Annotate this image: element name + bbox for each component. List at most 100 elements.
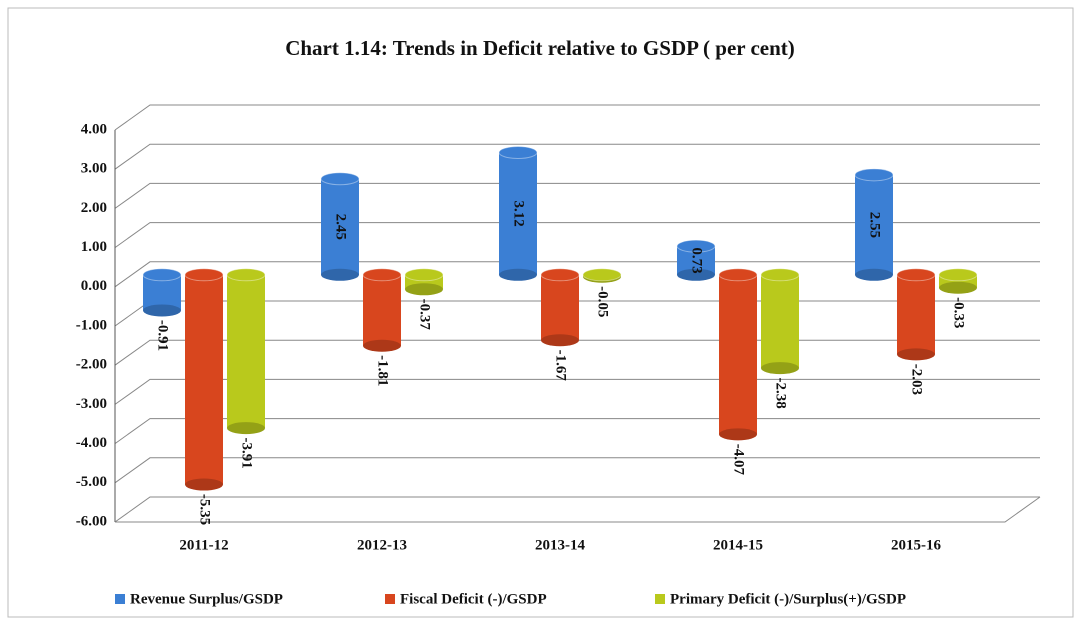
bar-part [676, 239, 716, 253]
y-tick-label: -4.00 [76, 435, 107, 451]
bar-part [939, 281, 977, 294]
grid-line [114, 261, 1040, 288]
bar [540, 268, 580, 347]
bar [676, 239, 716, 281]
value-label: -0.91 [155, 320, 171, 351]
bar-part [185, 274, 223, 485]
bar [938, 268, 978, 294]
y-tick-label: 1.00 [81, 239, 107, 255]
bar-part [719, 428, 757, 441]
y-tick-label: 4.00 [81, 121, 107, 137]
bar-part [499, 268, 537, 281]
x-tick-label: 2013-14 [535, 537, 585, 553]
bar [498, 145, 538, 281]
value-label: -2.38 [773, 377, 789, 408]
bar [320, 172, 360, 281]
x-tick-label: 2011-12 [179, 537, 228, 553]
x-tick-label: 2012-13 [357, 537, 407, 553]
grid-line [114, 222, 1040, 249]
value-label: 2.55 [867, 212, 883, 238]
value-label: 2.45 [333, 214, 349, 240]
y-tick-label: -5.00 [76, 474, 107, 490]
bar [404, 268, 444, 296]
value-label: -5.35 [197, 494, 213, 525]
bar-part [321, 178, 359, 275]
bar-part [184, 268, 224, 282]
bar-part [363, 274, 401, 346]
bar-part [761, 274, 799, 369]
value-label: -0.37 [417, 299, 433, 331]
value-label: -3.91 [239, 437, 255, 468]
floor [115, 496, 1041, 523]
bar [184, 268, 224, 491]
bar [226, 268, 266, 435]
bar [718, 268, 758, 441]
bar-part [185, 478, 223, 491]
legend-swatch [385, 594, 395, 604]
y-tick-label: 2.00 [81, 200, 107, 216]
grid-line [114, 457, 1040, 484]
bar [896, 268, 936, 361]
bar-part [761, 362, 799, 375]
bar-part [321, 268, 359, 281]
bar-part [938, 268, 978, 282]
bar [362, 268, 402, 352]
bar-part [227, 274, 265, 429]
bar-part [226, 268, 266, 282]
bar-part [719, 274, 757, 435]
value-label: -2.03 [909, 364, 925, 395]
value-label: 3.12 [511, 201, 527, 227]
bar-part [854, 168, 894, 182]
bar-part [760, 268, 800, 282]
value-label: -4.07 [731, 444, 747, 476]
bar-part [363, 339, 401, 352]
y-tick-label: -3.00 [76, 396, 107, 412]
value-label: -0.33 [951, 297, 967, 328]
grid-line [114, 182, 1040, 209]
bar-part [582, 268, 622, 282]
y-tick-label: -2.00 [76, 357, 107, 373]
bar-part [320, 172, 360, 186]
legend-label: Primary Deficit (-)/Surplus(+)/GSDP [670, 591, 906, 607]
bar-part [405, 283, 443, 296]
legend-label: Revenue Surplus/GSDP [130, 591, 283, 607]
x-tick-label: 2014-15 [713, 537, 763, 553]
bar-part [855, 268, 893, 281]
bar-part [499, 152, 537, 275]
value-label: -1.67 [553, 350, 569, 382]
legend-swatch [655, 594, 665, 604]
y-tick-label: 0.00 [81, 278, 107, 294]
bar [142, 268, 182, 317]
y-tick-label: -1.00 [76, 317, 107, 333]
bar-part [541, 334, 579, 347]
bar-part [896, 268, 936, 282]
grid-line [114, 496, 1040, 523]
bar [760, 268, 800, 375]
bar-part [362, 268, 402, 282]
grid-line [114, 104, 1040, 131]
bar-part [541, 274, 579, 341]
bar [854, 168, 894, 281]
value-label: 0.73 [689, 247, 705, 273]
y-tick-label: 3.00 [81, 161, 107, 177]
y-tick-label: -6.00 [76, 513, 107, 529]
bar-part [677, 268, 715, 281]
bar-part [227, 422, 265, 435]
legend-label: Fiscal Deficit (-)/GSDP [400, 591, 547, 607]
value-label: -1.81 [375, 355, 391, 386]
bar-part [498, 145, 538, 159]
value-label: -0.05 [595, 286, 611, 317]
grid-line [114, 143, 1040, 170]
bar-part [718, 268, 758, 282]
x-tick-label: 2015-16 [891, 537, 941, 553]
bar [582, 268, 622, 283]
bar-part [897, 348, 935, 361]
bar-part [142, 268, 182, 282]
bar-part [855, 174, 893, 275]
bar-part [404, 268, 444, 282]
legend-swatch [115, 594, 125, 604]
bar-part [897, 274, 935, 355]
bar-part [540, 268, 580, 282]
bar-part [143, 304, 181, 317]
